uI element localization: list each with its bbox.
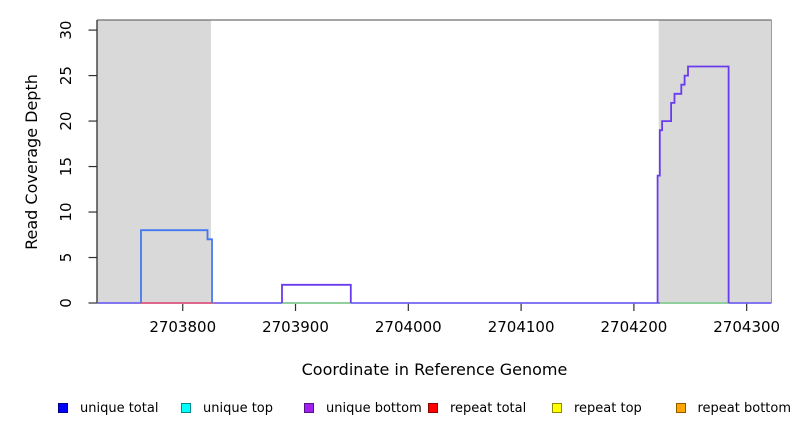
y-tick-label: 20 — [57, 112, 75, 131]
legend-item-repeat-total: repeat total — [428, 396, 526, 420]
x-tick-label: 2703800 — [149, 318, 216, 336]
x-tick-label: 2704300 — [713, 318, 780, 336]
legend-swatch-icon — [58, 403, 68, 413]
legend-item-repeat-bottom: repeat bottom — [675, 396, 792, 420]
y-tick-label: 30 — [57, 21, 75, 40]
legend-swatch-icon — [181, 403, 191, 413]
x-tick-label: 2704100 — [488, 318, 555, 336]
y-tick-label: 15 — [57, 157, 75, 176]
legend: unique total unique top unique bottom repea… — [0, 396, 792, 420]
legend-item-unique-top: unique top — [181, 396, 273, 420]
legend-label: repeat bottom — [697, 400, 792, 416]
y-tick-label: 10 — [57, 202, 75, 221]
x-tick-label: 2704200 — [600, 318, 667, 336]
shaded-region — [658, 19, 772, 303]
series-unique-total-block — [140, 229, 213, 303]
x-tick-label: 2704000 — [375, 318, 442, 336]
legend-label: unique total — [80, 400, 159, 416]
y-tick-label: 5 — [57, 253, 75, 263]
legend-item-unique-bottom: unique bottom — [304, 396, 422, 420]
legend-swatch-icon — [304, 403, 314, 413]
shaded-region — [97, 19, 211, 303]
series-unique-bottom-staircase — [656, 65, 730, 303]
y-tick-label: 0 — [57, 298, 75, 308]
x-axis-label: Coordinate in Reference Genome — [301, 360, 568, 379]
legend-swatch-icon — [675, 403, 686, 413]
legend-label: unique bottom — [326, 400, 422, 416]
legend-label: repeat top — [574, 400, 642, 416]
legend-item-repeat-top: repeat top — [552, 396, 642, 420]
x-tick-label: 2703900 — [262, 318, 329, 336]
y-tick-label: 25 — [57, 66, 75, 85]
legend-swatch-icon — [552, 403, 562, 413]
y-axis-label: Read Coverage Depth — [22, 74, 41, 250]
legend-label: unique top — [203, 400, 274, 416]
legend-label: repeat total — [450, 400, 527, 416]
legend-item-unique-total: unique total — [58, 396, 158, 420]
legend-swatch-icon — [428, 403, 438, 413]
series-unique-bottom-block — [281, 283, 352, 303]
